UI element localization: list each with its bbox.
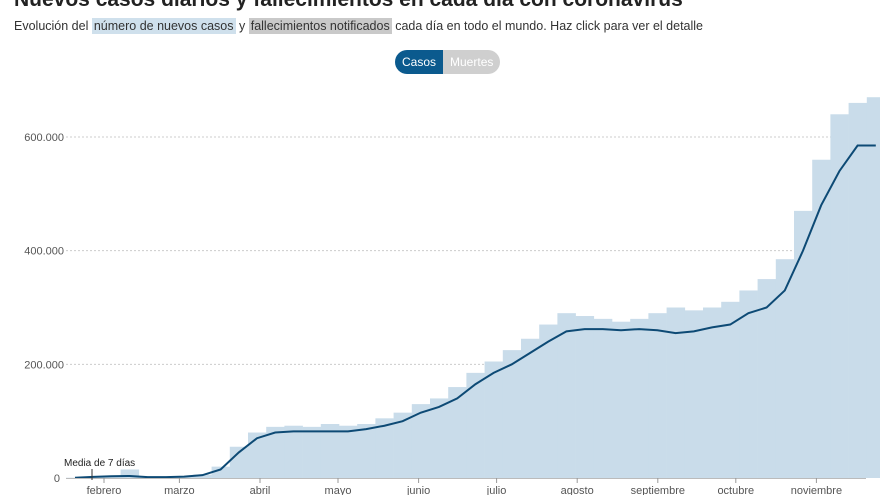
bar <box>775 259 795 478</box>
x-tick-label: noviembre <box>791 485 842 495</box>
bar <box>248 432 267 478</box>
subtitle-cases-highlight[interactable]: número de nuevos casos <box>91 18 236 34</box>
muertes-button[interactable]: Muertes <box>443 50 501 74</box>
bar <box>812 159 831 478</box>
bar <box>666 307 686 478</box>
chart-subtitle: Evolución del número de nuevos casos y f… <box>14 18 704 34</box>
bar <box>302 426 322 478</box>
bar <box>521 338 540 478</box>
bar <box>502 350 522 478</box>
y-tick-label: 0 <box>54 473 60 485</box>
metric-toggle[interactable]: Casos Muertes <box>395 50 501 74</box>
bar <box>448 387 467 478</box>
bar <box>648 313 667 478</box>
subtitle-deaths-highlight[interactable]: fallecimientos notificados <box>248 18 392 34</box>
x-tick-label: febrero <box>87 485 122 495</box>
subtitle-mid: y <box>239 19 246 33</box>
x-tick-label: abril <box>250 485 271 495</box>
annotation-label: Media de 7 días <box>64 458 135 469</box>
bar <box>757 279 777 478</box>
bar <box>430 398 449 478</box>
x-tick-label: junio <box>406 485 430 495</box>
casos-button[interactable]: Casos <box>395 50 444 74</box>
bar <box>284 425 303 478</box>
y-tick-label: 600.000 <box>24 132 64 144</box>
bar <box>120 469 140 478</box>
bar <box>684 310 704 478</box>
bar <box>339 425 358 478</box>
bar <box>375 418 394 478</box>
bar <box>703 307 722 478</box>
x-tick-label: octubre <box>717 485 754 495</box>
y-tick-label: 200.000 <box>24 359 64 371</box>
chart-title: Nuevos casos diarios y fallecimientos en… <box>14 0 683 12</box>
bar <box>612 321 631 478</box>
y-tick-label: 400.000 <box>24 246 64 258</box>
bar <box>393 412 413 478</box>
bar <box>721 301 740 478</box>
bar <box>466 372 485 478</box>
bar <box>866 97 880 478</box>
bar <box>539 324 558 478</box>
bar <box>211 466 231 478</box>
bar <box>575 316 595 478</box>
bar <box>739 290 758 478</box>
bar <box>848 102 868 479</box>
avg-line <box>74 144 876 479</box>
bar <box>320 424 340 478</box>
x-tick-label: septiembre <box>631 485 685 495</box>
subtitle-pre: Evolución del <box>14 19 89 33</box>
x-tick-label: mayo <box>325 485 352 495</box>
x-tick-label: julio <box>486 485 507 495</box>
x-tick-label: marzo <box>164 485 195 495</box>
bar <box>830 114 849 479</box>
bar <box>266 426 285 478</box>
subtitle-post: cada día en todo el mundo. Haz click par… <box>395 19 704 33</box>
bar <box>357 424 376 478</box>
bar <box>593 318 613 478</box>
bar <box>193 474 212 478</box>
bar <box>229 446 249 478</box>
bar <box>557 313 576 478</box>
bar <box>794 210 813 478</box>
bar <box>630 318 649 478</box>
x-tick-label: agosto <box>561 485 594 495</box>
bar <box>411 404 431 478</box>
bar <box>484 361 504 478</box>
